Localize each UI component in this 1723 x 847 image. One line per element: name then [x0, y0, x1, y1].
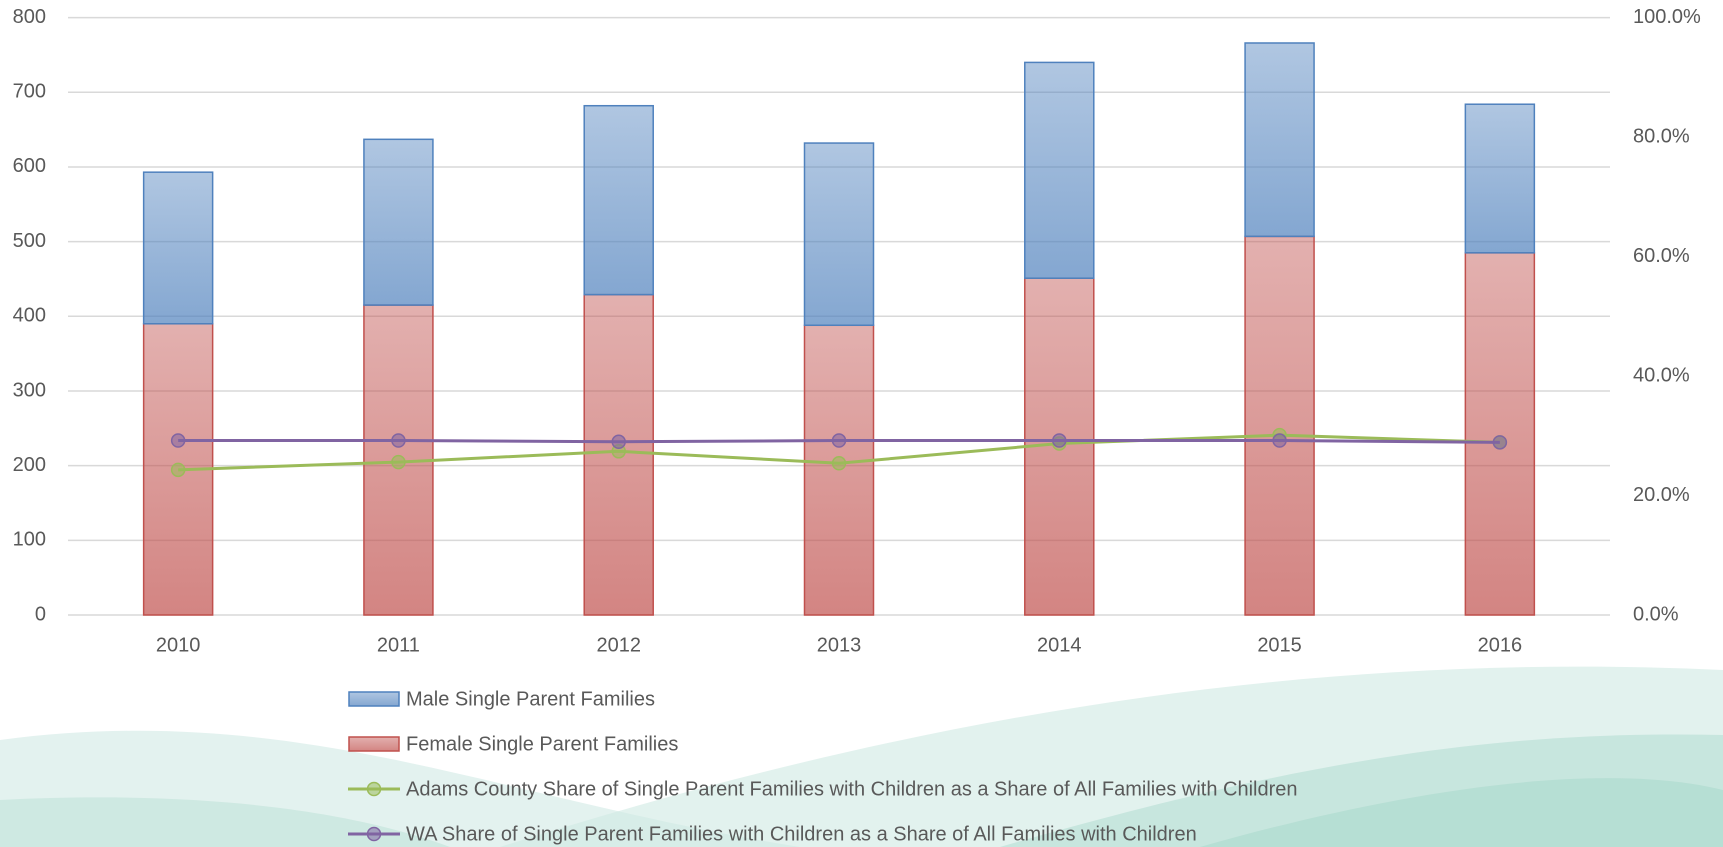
line-marker [392, 434, 405, 447]
line-marker [1053, 434, 1066, 447]
y2-tick-label: 60.0% [1633, 245, 1690, 267]
background-waves [0, 667, 1723, 847]
legend-swatch [349, 692, 399, 706]
bar [584, 106, 653, 295]
x-tick-label: 2014 [1037, 634, 1082, 656]
legend-label: Female Single Parent Families [406, 733, 678, 755]
legend-swatch [349, 737, 399, 751]
line-marker [1493, 436, 1506, 449]
y2-tick-label: 100.0% [1633, 6, 1701, 28]
legend-label: Male Single Parent Families [406, 688, 655, 710]
y-tick-label: 0 [35, 603, 46, 625]
x-tick-label: 2016 [1478, 634, 1523, 656]
bar [1465, 253, 1534, 615]
legend-swatch [368, 828, 381, 841]
line-marker [833, 434, 846, 447]
line-marker [172, 463, 185, 476]
legend-swatch [368, 783, 381, 796]
line-marker [833, 457, 846, 470]
bar [805, 143, 874, 325]
bar [1245, 43, 1314, 236]
y-tick-label: 400 [13, 305, 46, 327]
y-tick-label: 100 [13, 529, 46, 551]
line-marker [612, 435, 625, 448]
y2-tick-label: 0.0% [1633, 603, 1679, 625]
x-tick-label: 2015 [1257, 634, 1302, 656]
bar [364, 139, 433, 305]
y-tick-label: 700 [13, 81, 46, 103]
y2-tick-label: 20.0% [1633, 484, 1690, 506]
bar [1245, 236, 1314, 615]
y-tick-label: 800 [13, 6, 46, 28]
bar [1465, 104, 1534, 253]
legend-label: Adams County Share of Single Parent Fami… [406, 778, 1298, 800]
y2-tick-label: 80.0% [1633, 125, 1690, 147]
bar [144, 172, 213, 324]
x-tick-label: 2013 [817, 634, 862, 656]
y-tick-label: 300 [13, 379, 46, 401]
y2-tick-label: 40.0% [1633, 364, 1690, 386]
chart: 0 100 200 300 400 500 600 700 800 0.0% 20.0% 40.0% 6… [0, 0, 1723, 847]
line-marker [392, 456, 405, 469]
x-tick-label: 2010 [156, 634, 201, 656]
x-tick-label: 2012 [596, 634, 641, 656]
line-marker [172, 434, 185, 447]
y-tick-label: 600 [13, 155, 46, 177]
y-tick-label: 500 [13, 230, 46, 252]
y-tick-label: 200 [13, 454, 46, 476]
bar [1025, 62, 1094, 278]
legend-label: WA Share of Single Parent Families with … [406, 823, 1197, 845]
x-tick-label: 2011 [377, 634, 420, 656]
line-marker [1273, 434, 1286, 447]
